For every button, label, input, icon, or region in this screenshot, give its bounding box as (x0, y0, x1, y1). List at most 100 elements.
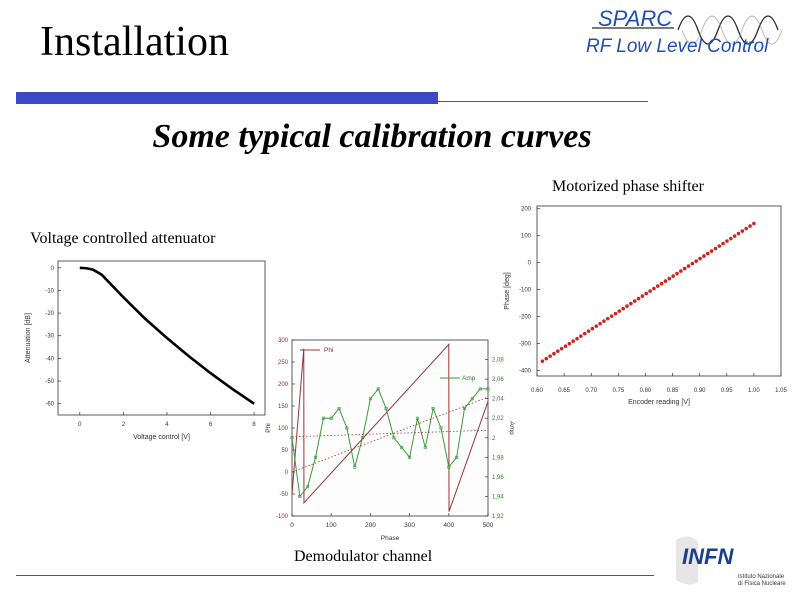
phase-point (609, 314, 614, 318)
y-tick-label-4: -200 (519, 315, 532, 321)
amp-marker (314, 455, 318, 459)
phase-point (621, 306, 625, 311)
slide-title: Installation (40, 19, 229, 65)
phase-point (540, 359, 545, 363)
y-tick-label-2: -20 (45, 311, 54, 317)
x-tick-label-1: 0.65 (558, 388, 570, 394)
phase-point (575, 336, 579, 341)
phase-point (598, 321, 602, 326)
x-tick-label-4: 0.80 (640, 388, 652, 394)
phase-point (748, 224, 752, 228)
y2-axis-label: Amp (508, 421, 515, 435)
phase-point (721, 241, 725, 246)
phase-point (652, 286, 656, 291)
y-tick-label-5: -50 (45, 379, 54, 385)
phase-point (725, 239, 729, 243)
legend-phi-label: Phi (324, 347, 333, 354)
phase-point (736, 231, 741, 236)
phase-point (602, 319, 606, 323)
amp-marker (392, 436, 396, 440)
y-tick-label-5: 50 (281, 448, 288, 454)
y-tick-label-3: 150 (278, 404, 289, 410)
sparc-logo-subtitle: RF Low Level Control (586, 36, 769, 57)
phase-point (729, 236, 733, 241)
phase-shifter-chart: 0.60 0.65 0.70 0.75 0.80 0.85 0.90 0.95 1.00 1.05… (504, 205, 787, 406)
y-tick-label-1: -10 (45, 288, 54, 294)
phase-point (548, 354, 552, 358)
plot-frame (57, 260, 266, 416)
phase-point (590, 326, 595, 331)
infn-logo-text: INFN (682, 544, 734, 569)
phase-point (629, 301, 633, 306)
header-accent-line (438, 101, 648, 102)
phase-point (640, 294, 645, 298)
x-tick-label-5: 0.85 (667, 388, 679, 394)
x-tick-label-0: 0 (290, 522, 294, 529)
amp-marker (478, 387, 482, 391)
y-tick-label-7: -50 (279, 492, 288, 498)
x-axis-label: Encoder reading [V] (628, 399, 690, 406)
y-tick-label-6: 0 (285, 470, 289, 476)
phase-point (586, 329, 591, 333)
y-tick-label-2: 200 (278, 382, 289, 388)
x-tick-label-5: 500 (483, 522, 494, 529)
y-tick-label-6: -400 (519, 369, 532, 375)
phase-point (702, 254, 706, 258)
phase-point (571, 339, 575, 343)
amp-marker (345, 426, 349, 430)
amp-marker (470, 397, 474, 401)
phase-point (744, 226, 748, 231)
header-accent-bar (16, 92, 438, 104)
amp-marker (400, 446, 404, 450)
amp-marker (439, 426, 443, 430)
x-tick-label-2: 4 (165, 422, 169, 428)
amp-marker (431, 406, 435, 410)
y-axis-label: Phi (265, 423, 272, 432)
phase-point (682, 266, 687, 271)
phase-point (659, 281, 664, 286)
phase-point (752, 221, 756, 226)
y-tick-label-3: -30 (45, 334, 54, 340)
amp-marker (337, 406, 341, 410)
amp-marker (306, 485, 310, 489)
phase-point (679, 269, 683, 273)
phase-point (694, 259, 699, 263)
y-tick-label-5: -300 (519, 342, 532, 348)
amp-marker (368, 397, 372, 401)
amp-marker (486, 387, 490, 391)
caption-demodulator: Demodulator channel (294, 548, 433, 565)
x-tick-label-0: 0 (78, 422, 82, 428)
amp-marker (361, 436, 365, 440)
phase-point (671, 274, 675, 278)
y-axis-label: Attenuation [dB] (25, 313, 32, 363)
y2-tick-label-6: 1,96 (492, 475, 504, 481)
series-ref-3-line (291, 429, 489, 438)
x-axis-label: Voltage control [V] (133, 434, 190, 441)
amp-marker (423, 446, 427, 450)
demodulator-chart: 0 100 200 300 400 500300250200150100500-50-10… (265, 338, 515, 542)
phase-point (636, 296, 641, 301)
amp-marker (455, 455, 459, 459)
phase-point (556, 349, 560, 353)
phase-point (713, 246, 718, 251)
phase-point (605, 316, 610, 321)
amp-marker (415, 416, 419, 420)
infn-logo: INFN Istituto Nazionale di Fisica Nuclea… (672, 530, 786, 590)
y2-tick-label-5: 1,98 (492, 455, 504, 461)
phase-point (705, 251, 710, 256)
plot-frame (291, 339, 489, 517)
phase-point (667, 276, 672, 281)
amp-marker (384, 406, 388, 410)
y2-tick-label-0: 2,08 (492, 358, 504, 364)
phase-point (613, 311, 618, 316)
y-tick-label-4: 100 (278, 426, 289, 432)
phase-point (732, 234, 737, 238)
phase-point (617, 309, 622, 313)
y2-tick-label-4: 2 (492, 436, 496, 442)
x-tick-label-9: 1.05 (775, 388, 787, 394)
phase-point (717, 244, 722, 248)
x-tick-label-8: 1.00 (748, 388, 760, 394)
x-tick-label-2: 200 (365, 522, 376, 529)
x-tick-label-2: 0.70 (585, 388, 597, 394)
phase-point (686, 264, 691, 268)
